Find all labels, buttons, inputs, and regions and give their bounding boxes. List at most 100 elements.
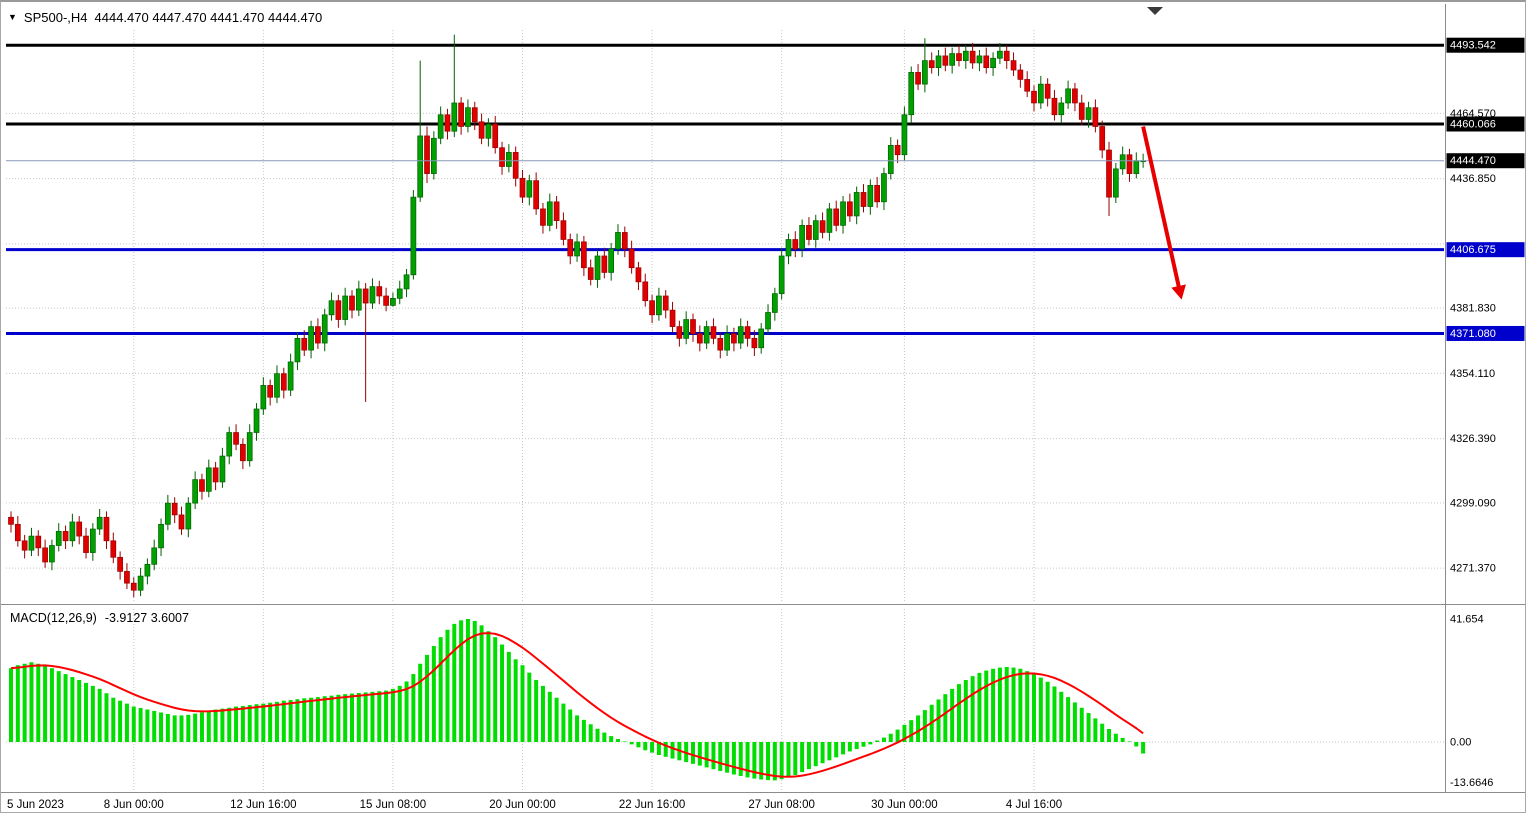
candle-body	[540, 208, 546, 226]
candle-body	[165, 502, 171, 525]
sell-arrow[interactable]	[1141, 126, 1186, 300]
candle-body	[717, 338, 724, 351]
candle-body	[8, 516, 14, 525]
macd-histogram-bar	[254, 704, 259, 742]
candle-body	[581, 241, 587, 269]
candle-body	[642, 281, 649, 302]
macd-axis-label: 0.00	[1450, 737, 1471, 749]
time-axis-label: 4 Jul 16:00	[1006, 799, 1062, 811]
macd-histogram-bar	[390, 688, 395, 742]
macd-histogram-bar	[418, 663, 423, 742]
macd-histogram-bar	[206, 710, 211, 742]
candle-body	[185, 502, 192, 530]
candle-body	[280, 373, 287, 391]
macd-histogram-bar	[1059, 691, 1064, 742]
macd-histogram-bar	[581, 719, 586, 742]
price-badge	[1446, 325, 1525, 341]
candle-body	[962, 50, 969, 61]
macd-histogram-bar	[806, 742, 811, 770]
candle-body	[103, 516, 110, 542]
candle-body	[192, 479, 198, 504]
candle-body	[969, 50, 976, 64]
candle-body	[874, 185, 880, 203]
candle-body	[349, 295, 355, 311]
macd-histogram-bar	[520, 665, 525, 742]
macd-histogram-bar	[145, 709, 150, 742]
candle-body	[867, 185, 874, 207]
macd-histogram-bar	[766, 742, 771, 781]
candle-body	[62, 531, 69, 542]
macd-histogram-bar	[602, 732, 607, 742]
candle-body	[1017, 69, 1024, 80]
macd-histogram-bar	[861, 742, 866, 747]
candle-body	[935, 55, 942, 69]
candle-body	[656, 295, 662, 316]
macd-histogram-bar	[875, 740, 880, 742]
macd-histogram-bar	[315, 697, 320, 742]
macd-histogram-bar	[540, 685, 545, 742]
macd-histogram-bar	[138, 708, 143, 742]
candle-body	[533, 180, 539, 210]
candle-body	[212, 467, 219, 483]
macd-histogram-bar	[131, 706, 136, 742]
macd-name: MACD(12,26,9)	[10, 611, 97, 625]
candle-body	[1044, 83, 1051, 99]
macd-histogram-bar	[888, 733, 893, 742]
candle-body	[110, 540, 117, 558]
candle-body	[1037, 83, 1044, 104]
macd-histogram-bar	[841, 742, 846, 755]
scroll-end-marker[interactable]	[1147, 7, 1163, 15]
macd-histogram-bar	[622, 741, 627, 743]
time-axis-label: 5 Jun 2023	[7, 799, 64, 811]
candle-body	[662, 295, 669, 311]
axes-group[interactable]: 4464.5704436.8504381.8304354.1104326.390…	[7, 37, 1525, 811]
annotations-group[interactable]	[1141, 126, 1186, 300]
macd-histogram-bar	[336, 694, 341, 742]
candle-body	[219, 455, 226, 483]
candle-body	[178, 514, 185, 530]
macd-histogram-bar	[1045, 681, 1050, 742]
candle-body	[376, 286, 383, 297]
candle-body	[1058, 102, 1065, 116]
time-axis-label: 22 Jun 16:00	[619, 799, 686, 811]
macd-histogram-bar	[350, 693, 354, 742]
macd-histogram-bar	[963, 679, 968, 742]
macd-histogram-bar	[1072, 702, 1077, 742]
candle-body	[847, 201, 853, 217]
candle-body	[546, 201, 553, 226]
candle-body	[478, 121, 485, 139]
price-axis-label: 4299.090	[1450, 497, 1496, 509]
level-lines[interactable]	[6, 43, 1444, 335]
candle-body	[83, 535, 89, 553]
candle-body	[137, 575, 144, 591]
candle-body	[287, 361, 294, 391]
symbol-icon: ▼	[8, 12, 17, 22]
candle-body	[76, 521, 83, 537]
price-badge	[1446, 153, 1525, 169]
candle-body	[130, 582, 137, 591]
candle-body	[922, 60, 928, 85]
macd-histogram-bar	[452, 623, 457, 742]
macd-histogram-bar	[704, 742, 709, 768]
candle-body	[383, 295, 389, 306]
candle-body	[997, 50, 1003, 59]
candles-group	[6, 34, 1444, 598]
macd-histogram-bar	[1134, 742, 1139, 747]
macd-histogram-bar	[793, 742, 798, 776]
macd-histogram-bar	[227, 707, 232, 742]
macd-histogram-bar	[179, 715, 184, 742]
macd-histogram-bar	[575, 715, 580, 742]
macd-histogram-bar	[895, 729, 900, 742]
macd-histogram-bar	[274, 701, 279, 742]
candle-body	[55, 531, 62, 546]
candle-body	[69, 521, 76, 542]
macd-histogram-bar	[63, 674, 68, 742]
candle-body	[1133, 160, 1140, 174]
candle-body	[506, 152, 512, 167]
candle-body	[771, 293, 778, 313]
candle-body	[1106, 149, 1112, 198]
candle-body	[226, 432, 233, 457]
candle-body	[669, 309, 676, 327]
